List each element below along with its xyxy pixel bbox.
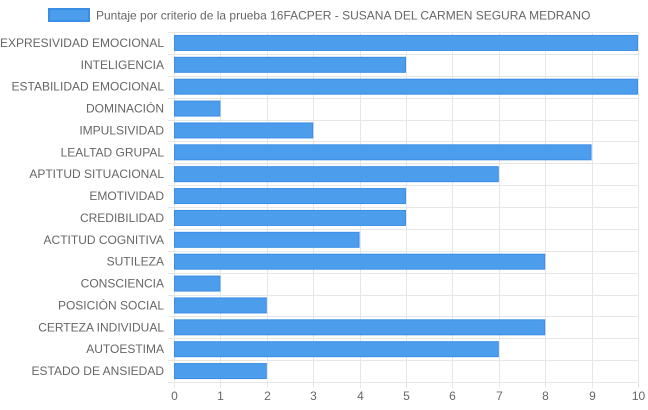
- category-label: SUTILEZA: [107, 255, 164, 269]
- x-tick-labels: 0 1 2 3 4 5 6 7 8 9 10: [171, 389, 645, 403]
- category-label: EMOTIVIDAD: [89, 189, 164, 203]
- bar[interactable]: [174, 34, 638, 51]
- category-label: ACTITUD COGNITIVA: [44, 233, 164, 247]
- bar[interactable]: [174, 275, 221, 292]
- x-tick-label: 3: [310, 389, 317, 403]
- category-label: APTITUD SITUACIONAL: [29, 167, 164, 181]
- category-label: ESTABILIDAD EMOCIONAL: [12, 80, 165, 94]
- bar[interactable]: [174, 319, 546, 336]
- category-label: EXPRESIVIDAD EMOCIONAL: [0, 36, 164, 50]
- bars: [174, 34, 638, 380]
- category-label: INTELIGENCIA: [81, 58, 164, 72]
- bar[interactable]: [174, 363, 267, 380]
- category-label: CERTEZA INDIVIDUAL: [38, 320, 164, 334]
- category-label: AUTOESTIMA: [86, 342, 164, 356]
- x-tick-label: 1: [217, 389, 224, 403]
- bar[interactable]: [174, 341, 499, 358]
- x-tick-label: 7: [496, 389, 503, 403]
- x-tick-label: 0: [171, 389, 178, 403]
- bar[interactable]: [174, 100, 221, 117]
- bar[interactable]: [174, 78, 638, 95]
- bar[interactable]: [174, 56, 406, 73]
- category-labels: EXPRESIVIDAD EMOCIONAL INTELIGENCIA ESTABI…: [0, 36, 164, 378]
- bar[interactable]: [174, 188, 406, 205]
- x-tick-label: 8: [542, 389, 549, 403]
- bar[interactable]: [174, 209, 406, 226]
- category-label: CREDIBILIDAD: [80, 211, 164, 225]
- x-tick-label: 6: [449, 389, 456, 403]
- category-label: LEALTAD GRUPAL: [61, 145, 165, 159]
- bar[interactable]: [174, 231, 360, 248]
- legend[interactable]: Puntaje por criterio de la prueba 16FACP…: [48, 8, 590, 23]
- category-label: IMPULSIVIDAD: [79, 123, 164, 137]
- legend-swatch: [48, 8, 90, 22]
- x-tick-label: 4: [357, 389, 364, 403]
- x-tick-label: 10: [632, 389, 646, 403]
- bar[interactable]: [174, 297, 267, 314]
- bar[interactable]: [174, 144, 592, 161]
- legend-label: Puntaje por criterio de la prueba 16FACP…: [96, 9, 590, 23]
- bar[interactable]: [174, 122, 314, 139]
- x-tick-label: 9: [589, 389, 596, 403]
- category-label: CONSCIENCIA: [81, 277, 164, 291]
- x-tick-label: 2: [264, 389, 271, 403]
- category-label: POSICIÓN SOCIAL: [58, 297, 164, 312]
- category-label: DOMINACIÓN: [86, 101, 164, 116]
- category-label: ESTADO DE ANSIEDAD: [32, 364, 165, 378]
- bar[interactable]: [174, 166, 499, 183]
- bar[interactable]: [174, 253, 546, 270]
- x-tick-label: 5: [403, 389, 410, 403]
